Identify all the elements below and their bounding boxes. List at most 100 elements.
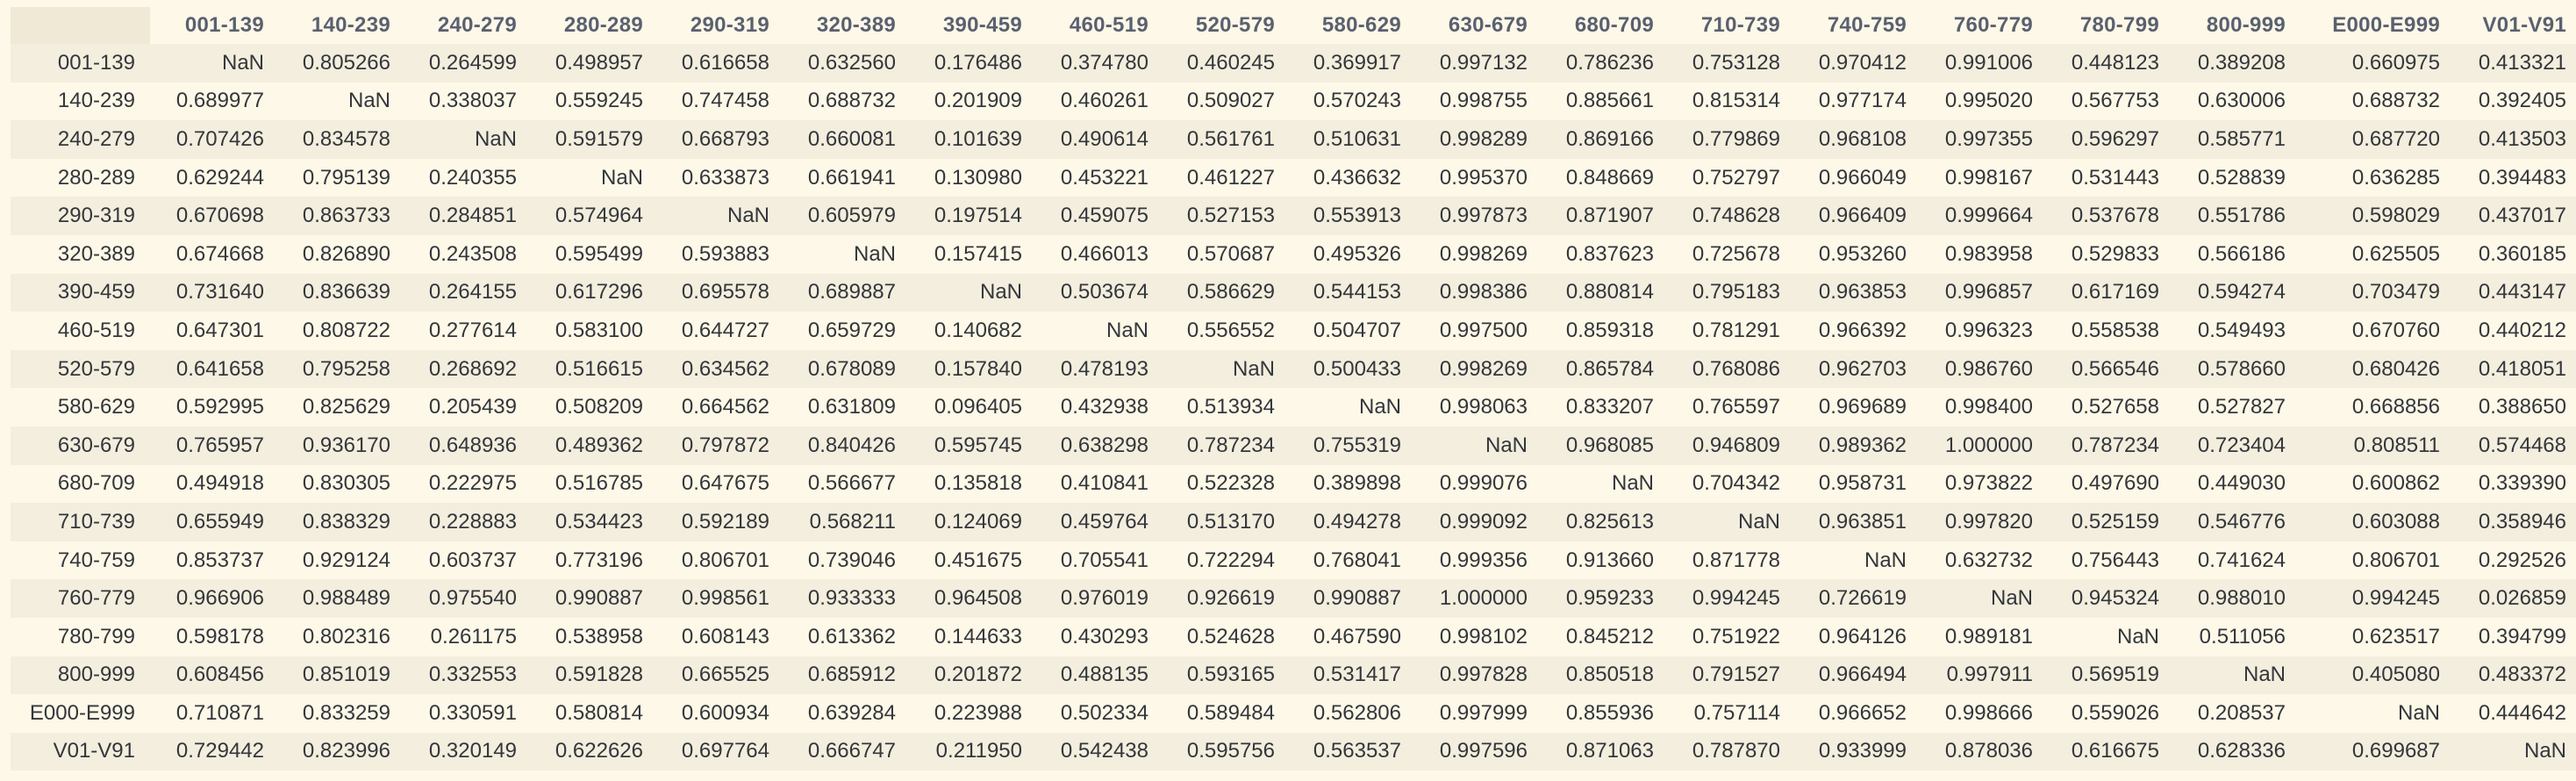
column-header-290-319: 290-319 [690, 13, 769, 37]
table-cell: 0.197514 [934, 204, 1022, 228]
table-cell: 0.976019 [1060, 586, 1148, 611]
table-cell: 0.448123 [2071, 50, 2159, 75]
table-cell: 0.666747 [807, 739, 896, 763]
table-cell: 0.157415 [934, 241, 1022, 266]
table-cell: 0.859318 [1565, 318, 1654, 342]
table-cell: 0.631809 [807, 395, 896, 419]
table-cell: 0.964508 [934, 586, 1022, 611]
table-cell: 0.418051 [2478, 356, 2566, 381]
table-cell: 0.449030 [2197, 471, 2286, 496]
table-cell: 0.388650 [2478, 395, 2566, 419]
table-cell: 0.563537 [1313, 739, 1401, 763]
table-cell: 0.641658 [175, 356, 264, 381]
table-cell: NaN [1864, 548, 1907, 572]
column-header-320-389: 320-389 [816, 13, 896, 37]
table-cell: NaN [1611, 471, 1654, 496]
table-cell: 0.556552 [1186, 318, 1275, 342]
column-header-800-999: 800-999 [2206, 13, 2286, 37]
table-cell: 0.997820 [1944, 509, 2033, 534]
table-cell: 0.592189 [681, 509, 769, 534]
column-header-e000-e999: E000-E999 [2332, 13, 2440, 37]
table-cell: 0.436632 [1313, 165, 1401, 190]
table-cell: 0.211950 [935, 739, 1022, 763]
column-header-760-779: 760-779 [1953, 13, 2033, 37]
row-label: 240-279 [57, 126, 135, 151]
table-cell: 0.755319 [1313, 433, 1401, 457]
table-cell: 0.680426 [2351, 356, 2440, 381]
table-cell: 0.527153 [1186, 204, 1275, 228]
row-label: 001-139 [57, 50, 135, 75]
table-cell: 0.670760 [2351, 318, 2440, 342]
table-cell: 0.871778 [1692, 548, 1780, 572]
table-cell: NaN [1485, 433, 1528, 457]
table-cell: 0.603737 [428, 548, 517, 572]
row-label: 520-579 [57, 356, 135, 381]
table-cell: 0.140682 [934, 318, 1022, 342]
table-cell: 0.488135 [1060, 663, 1148, 687]
table-cell: 0.124069 [934, 509, 1022, 534]
table-cell: 0.205439 [428, 395, 517, 419]
table-cell: 0.591579 [555, 126, 643, 151]
table-cell: 0.497690 [2071, 471, 2159, 496]
table-cell: 0.998289 [1439, 126, 1528, 151]
table-cell: 0.538958 [555, 624, 643, 648]
table-cell: 0.963853 [1818, 280, 1907, 305]
table-cell: NaN [2116, 624, 2159, 648]
table-cell: 0.850518 [1565, 663, 1654, 687]
table-cell: 0.995370 [1439, 165, 1528, 190]
table-cell: 0.261175 [430, 624, 517, 648]
table-cell: 0.975540 [428, 586, 517, 611]
table-cell: NaN [221, 50, 264, 75]
table-cell: 1.000000 [1439, 586, 1528, 611]
table-cell: 0.795139 [302, 165, 390, 190]
table-cell: 0.834578 [302, 126, 390, 151]
table-cell: 0.600934 [681, 700, 769, 725]
table-cell: 0.338037 [428, 89, 517, 113]
table-row: 710-739 0.655949 0.838329 0.228883 0.534423 0… [11, 503, 2576, 541]
table-cell: 0.549493 [2197, 318, 2286, 342]
table-cell: 0.578660 [2197, 356, 2286, 381]
table-cell: NaN [2397, 700, 2440, 725]
table-cell: 0.741624 [2197, 548, 2286, 572]
table-cell: 0.460261 [1060, 89, 1148, 113]
row-label: 460-519 [57, 318, 135, 342]
table-cell: 0.836639 [302, 280, 390, 305]
table-cell: 0.781291 [1692, 318, 1780, 342]
table-cell: 0.833259 [302, 700, 390, 725]
table-cell: 0.678089 [807, 356, 896, 381]
table-cell: 0.998666 [1944, 700, 2033, 725]
table-cell: 0.757114 [1693, 700, 1780, 725]
table-cell: 0.567753 [2071, 89, 2159, 113]
table-cell: 0.779869 [1692, 126, 1780, 151]
column-header-710-739: 710-739 [1700, 13, 1780, 37]
table-cell: 0.451675 [934, 548, 1022, 572]
table-cell: 0.516615 [555, 356, 643, 381]
table-cell: 0.830305 [302, 471, 390, 496]
table-row: 290-319 0.670698 0.863733 0.284851 0.574964 N… [11, 197, 2576, 235]
table-cell: 0.805266 [302, 50, 390, 75]
table-cell: 0.430293 [1060, 624, 1148, 648]
table-cell: 0.500433 [1313, 356, 1401, 381]
table-cell: 0.527658 [2071, 395, 2159, 419]
table-cell: 0.840426 [807, 433, 896, 457]
column-header-240-279: 240-279 [437, 13, 517, 37]
table-cell: 0.795183 [1692, 280, 1780, 305]
table-cell: 0.339390 [2478, 471, 2566, 496]
table-cell: 0.665525 [681, 663, 769, 687]
table-cell: 0.320149 [428, 739, 517, 763]
table-cell: 0.699687 [2351, 739, 2440, 763]
table-cell: 0.522328 [1186, 471, 1275, 496]
dataframe-output: 001-139 140-239 240-279 280-289 290-319 320-3… [11, 7, 2576, 776]
table-cell: 0.551786 [2197, 204, 2286, 228]
table-cell: 0.568211 [809, 509, 896, 534]
table-cell: 0.639284 [807, 700, 896, 725]
table-cell: 0.566186 [2197, 241, 2286, 266]
row-label: 290-319 [57, 204, 135, 228]
table-cell: 0.756443 [2071, 548, 2159, 572]
table-cell: 0.559245 [555, 89, 643, 113]
table-cell: NaN [1990, 586, 2033, 611]
table-cell: 0.848669 [1565, 165, 1654, 190]
table-cell: 0.508209 [555, 395, 643, 419]
table-cell: 0.998063 [1439, 395, 1528, 419]
table-cell: 0.729442 [175, 739, 264, 763]
